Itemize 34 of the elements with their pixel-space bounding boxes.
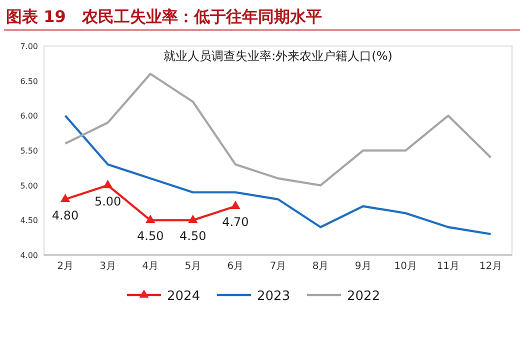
x-tick-label: 12月 [479, 261, 502, 272]
point [103, 180, 113, 188]
y-tick-label: 4.50 [20, 216, 38, 226]
x-tick-label: 2月 [57, 261, 74, 272]
x-tick-label: 3月 [100, 261, 116, 272]
chart-subtitle: 就业人员调查失业率:外来农业户籍人口(%) [164, 49, 392, 63]
line-series [64, 72, 492, 186]
x-tick-label: 8月 [312, 261, 329, 272]
data-label: 4.70 [222, 215, 249, 230]
x-tick-label: 9月 [354, 261, 372, 272]
y-tick-label: 6.50 [20, 76, 38, 86]
data-label: 4.50 [137, 229, 164, 244]
y-tick-label: 5.50 [20, 146, 38, 156]
point [230, 200, 240, 210]
point [146, 214, 156, 223]
data-label: 4.80 [52, 208, 79, 222]
y-tick-label: 5.00 [20, 181, 38, 190]
x-tick-label: 6月 [227, 261, 244, 272]
legend-label: 2024 [167, 289, 200, 304]
x-tick-label: 4月 [142, 261, 159, 272]
legend-label: 2023 [257, 289, 290, 304]
legend-label: 2022 [347, 289, 380, 304]
y-tick-label: 6.00 [20, 112, 38, 121]
x-tick-label: 5月 [184, 261, 202, 272]
y-tick-label: 4.00 [20, 251, 38, 260]
data-label: 4.50 [180, 229, 206, 244]
point [60, 194, 70, 202]
y-tick-label: 7.00 [20, 42, 38, 51]
point [188, 214, 198, 223]
x-tick-label: 7月 [270, 261, 286, 272]
x-tick-label: 11月 [436, 261, 460, 272]
data-label: 5.00 [94, 194, 122, 208]
chart-title: 图表 19 农民工失业率：低于往年同期水平 [6, 7, 322, 26]
x-tick-label: 10月 [394, 261, 418, 272]
